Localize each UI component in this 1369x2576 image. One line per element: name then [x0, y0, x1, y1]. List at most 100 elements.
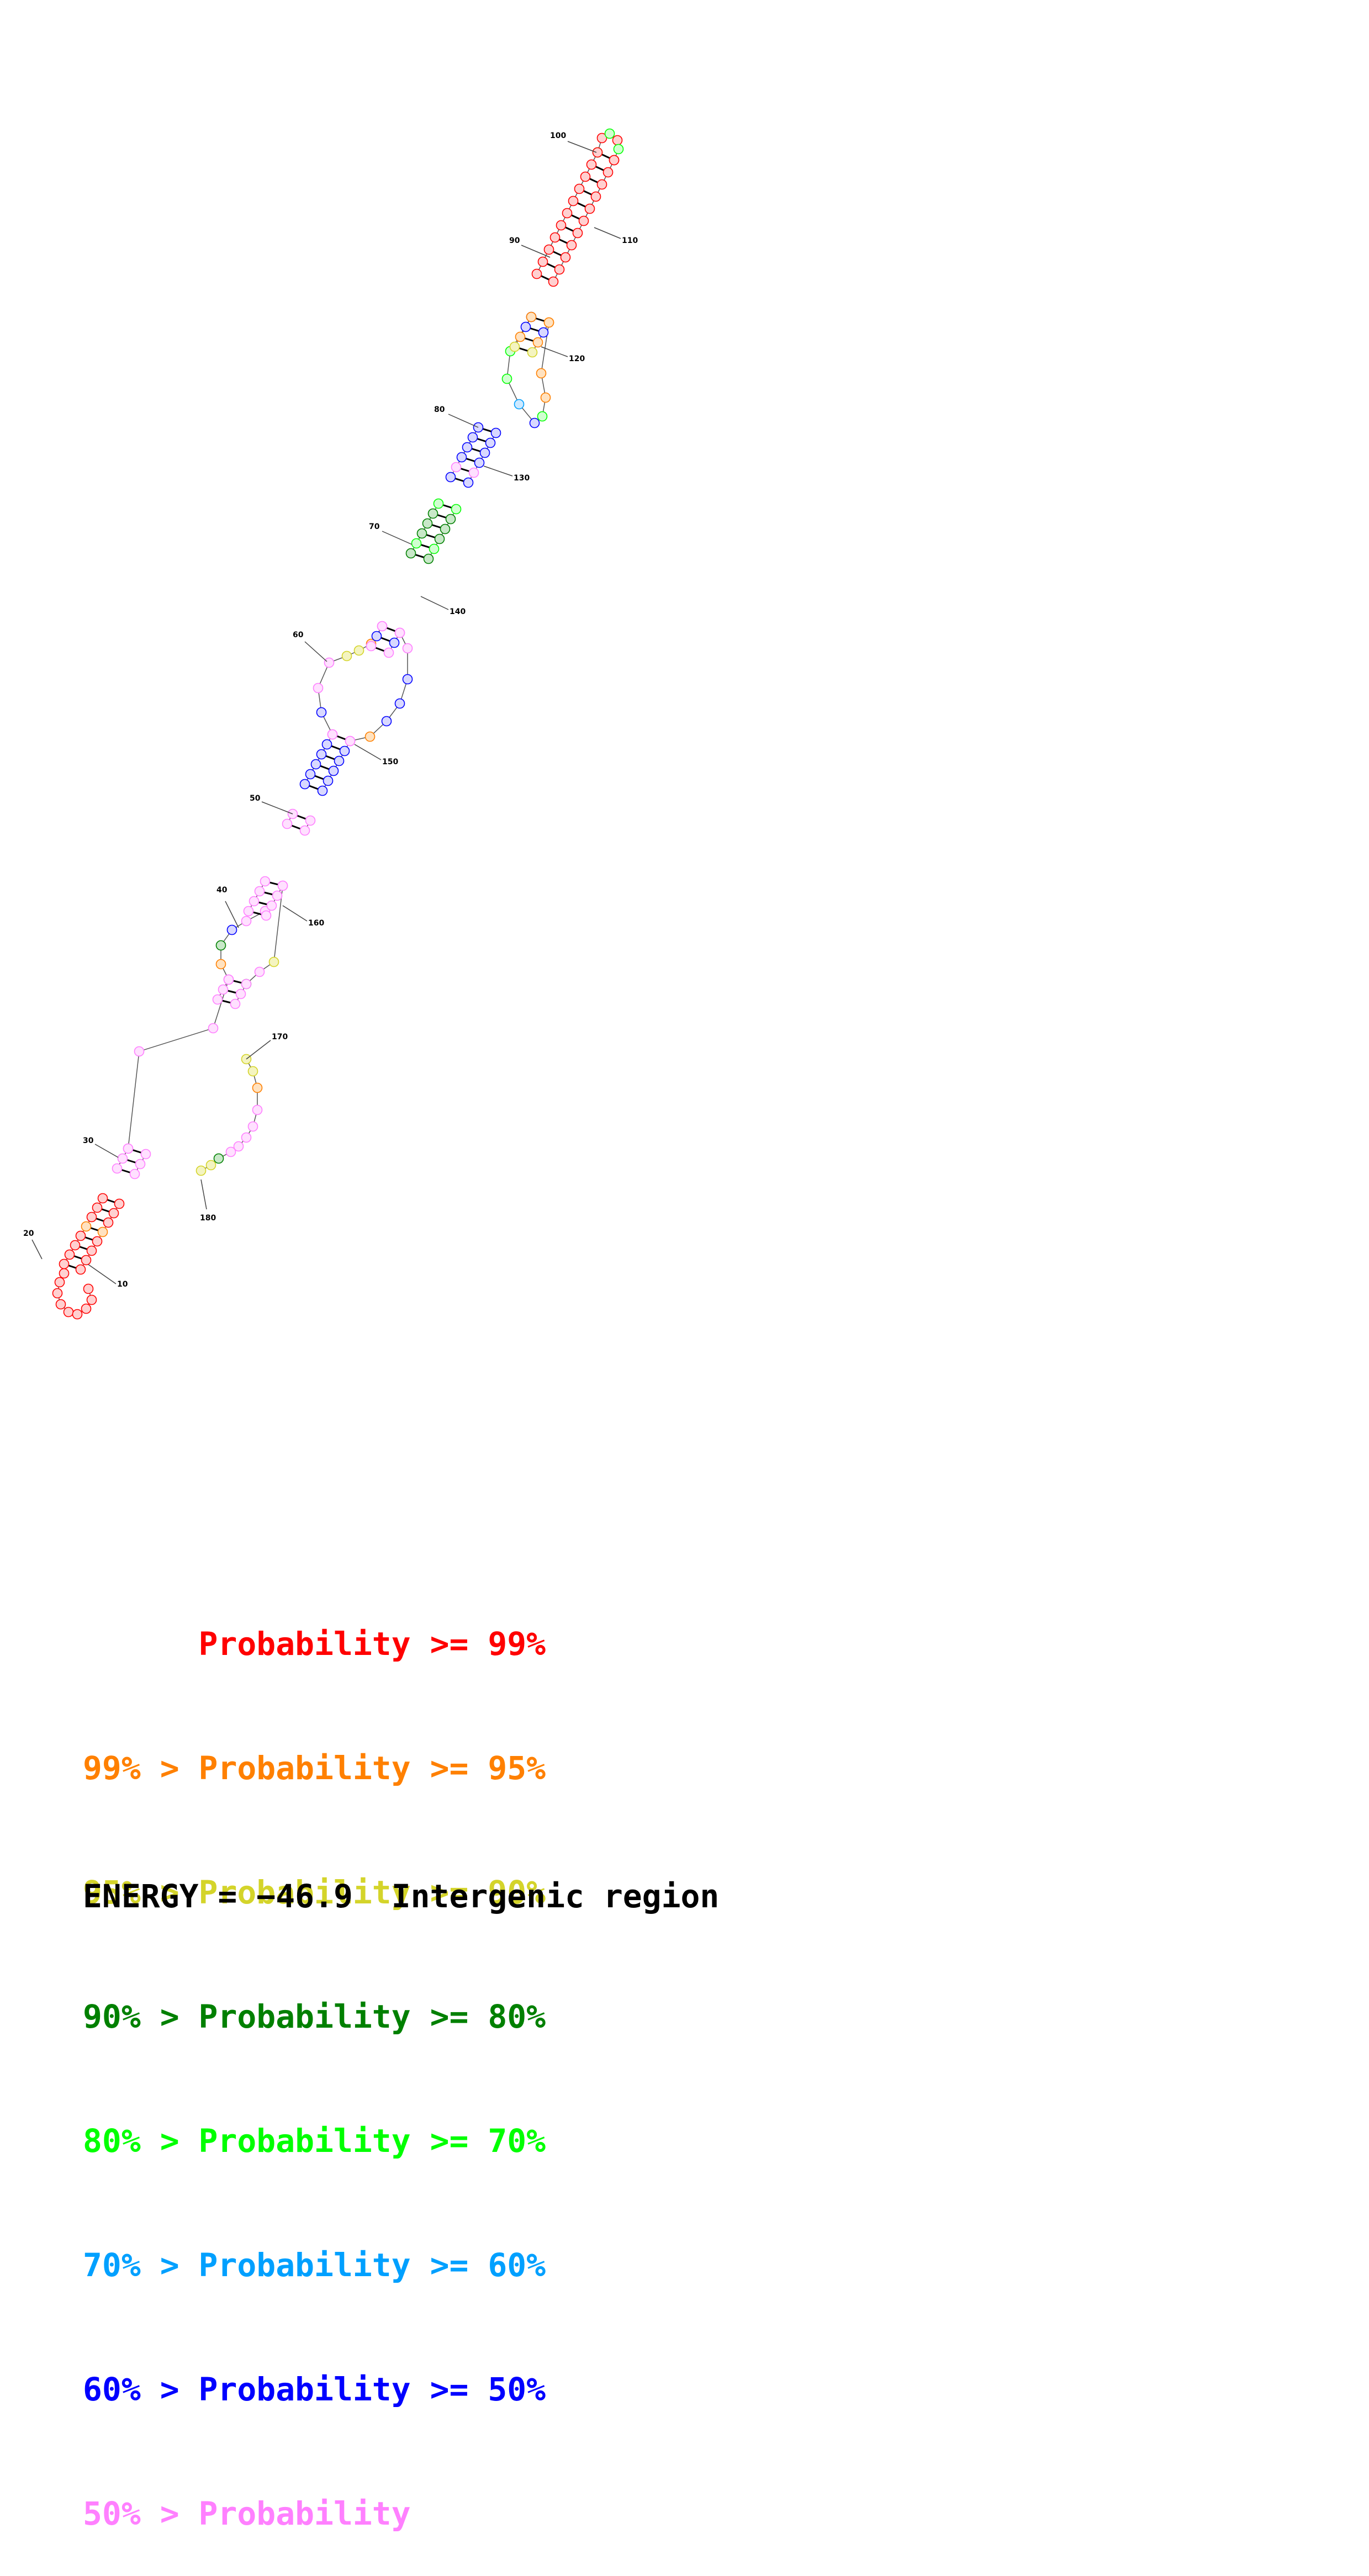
- nucleotide-marker: [364, 731, 376, 742]
- nucleotide-marker: [247, 1066, 258, 1077]
- nucleotide-marker: [434, 533, 445, 544]
- nucleotide-marker: [81, 1221, 92, 1232]
- nucleotide-marker: [339, 745, 350, 757]
- legend-label: Probability: [198, 1749, 411, 1787]
- nucleotide-marker: [520, 321, 531, 332]
- nucleotide-marker: [310, 759, 321, 770]
- nucleotide-marker: [135, 1159, 146, 1170]
- legend-prefix: 90%: [83, 1998, 141, 2035]
- nucleotide-marker: [114, 1198, 125, 1209]
- label-leader-180: [200, 1179, 207, 1210]
- nucleotide-marker: [249, 896, 260, 907]
- nucleotide-marker: [440, 523, 451, 535]
- nucleotide-marker: [416, 528, 427, 539]
- legend-arrow: >: [160, 1874, 179, 1911]
- nucleotide-marker: [537, 411, 548, 422]
- nucleotide-marker: [334, 755, 345, 766]
- label-leader-30: [94, 1144, 119, 1158]
- nucleotide-marker: [515, 331, 526, 342]
- legend-row-95: 99% > Probability >= 95%: [83, 1748, 546, 1789]
- label-leader-40: [225, 901, 239, 928]
- position-label-180: 180: [200, 1214, 216, 1223]
- nucleotide-marker: [260, 876, 271, 887]
- position-label-110: 110: [622, 236, 638, 245]
- nucleotide-marker: [212, 994, 223, 1005]
- nucleotide-marker: [526, 311, 537, 322]
- nucleotide-marker: [254, 966, 265, 977]
- legend-prefix: 60%: [83, 2371, 141, 2408]
- nucleotide-marker: [549, 232, 561, 243]
- nucleotide-marker: [70, 1240, 81, 1251]
- nucleotide-marker: [235, 988, 246, 999]
- label-leader-130: [483, 466, 513, 477]
- nucleotide-marker: [305, 815, 316, 826]
- nucleotide-marker: [574, 183, 585, 194]
- legend-arrow: >: [160, 2122, 179, 2160]
- nucleotide-marker: [272, 890, 283, 901]
- nucleotide-marker: [451, 504, 462, 515]
- nucleotide-marker: [83, 1283, 94, 1294]
- nucleotide-marker: [112, 1163, 123, 1174]
- probability-legend: Probability >= 99% 99% > Probability >= …: [83, 1541, 546, 2576]
- position-label-10: 10: [117, 1280, 128, 1289]
- energy-value: ENERGY = −46.9: [83, 1877, 353, 1915]
- label-leader-10: [88, 1264, 117, 1284]
- legend-label: Probability: [198, 2246, 411, 2284]
- nucleotides: [52, 128, 624, 1320]
- nucleotide-marker: [514, 399, 525, 410]
- legend-arrow: >: [160, 2495, 179, 2532]
- nucleotide-marker: [540, 392, 551, 403]
- legend-prefix: 99%: [83, 1749, 141, 1787]
- nucleotide-marker: [543, 317, 554, 328]
- legend-bound: >= 80%: [430, 1998, 546, 2035]
- position-label-160: 160: [308, 919, 324, 928]
- position-label-120: 120: [569, 355, 585, 363]
- legend-label: Probability: [198, 1874, 411, 1911]
- legend-row-below-50: 50% > Probability: [83, 2493, 546, 2535]
- nucleotide-marker: [55, 1299, 66, 1310]
- nucleotide-marker: [108, 1208, 119, 1219]
- nucleotide-marker: [485, 437, 496, 448]
- label-leader-170: [246, 1040, 271, 1060]
- label-leader-160: [282, 905, 308, 922]
- nucleotide-marker: [584, 203, 595, 214]
- legend-arrow: >: [160, 1749, 179, 1787]
- nucleotide-marker: [532, 337, 543, 348]
- nucleotide-marker: [474, 457, 485, 468]
- nucleotide-marker: [64, 1249, 75, 1260]
- nucleotide-marker: [531, 268, 542, 279]
- nucleotide-marker: [586, 159, 597, 170]
- label-leader-110: [594, 227, 621, 239]
- nucleotide-marker: [568, 195, 579, 207]
- nucleotide-marker: [580, 171, 591, 182]
- nucleotide-marker: [313, 683, 324, 694]
- label-leader-50: [261, 801, 293, 814]
- position-label-140: 140: [450, 607, 466, 616]
- nucleotide-marker: [538, 327, 549, 338]
- nucleotide-marker: [468, 467, 479, 478]
- nucleotide-marker: [548, 276, 559, 287]
- legend-bound: >= 95%: [430, 1749, 546, 1787]
- legend-row-99: Probability >= 99%: [83, 1623, 546, 1665]
- nucleotide-marker: [97, 1226, 108, 1237]
- legend-bound: >= 90%: [430, 1874, 546, 1911]
- nucleotide-marker: [52, 1288, 63, 1299]
- position-label-150: 150: [382, 758, 398, 766]
- backbone-segment: [128, 979, 229, 1149]
- nucleotide-marker: [134, 1046, 145, 1057]
- legend-bound: >= 99%: [430, 1625, 546, 1663]
- nucleotide-marker: [422, 518, 433, 529]
- nucleotide-marker: [366, 641, 377, 652]
- nucleotide-marker: [602, 167, 614, 178]
- nucleotide-marker: [54, 1277, 65, 1288]
- nucleotide-marker: [247, 1121, 258, 1132]
- label-leader-140: [420, 596, 449, 610]
- nucleotide-marker: [371, 631, 382, 642]
- position-label-20: 20: [23, 1229, 34, 1238]
- legend-bound: >= 70%: [430, 2122, 546, 2160]
- legend-arrow: >: [160, 2246, 179, 2284]
- nucleotide-marker: [462, 442, 473, 453]
- legend-bound: >= 50%: [430, 2371, 546, 2408]
- nucleotide-marker: [554, 264, 565, 275]
- nucleotide-marker: [389, 637, 400, 648]
